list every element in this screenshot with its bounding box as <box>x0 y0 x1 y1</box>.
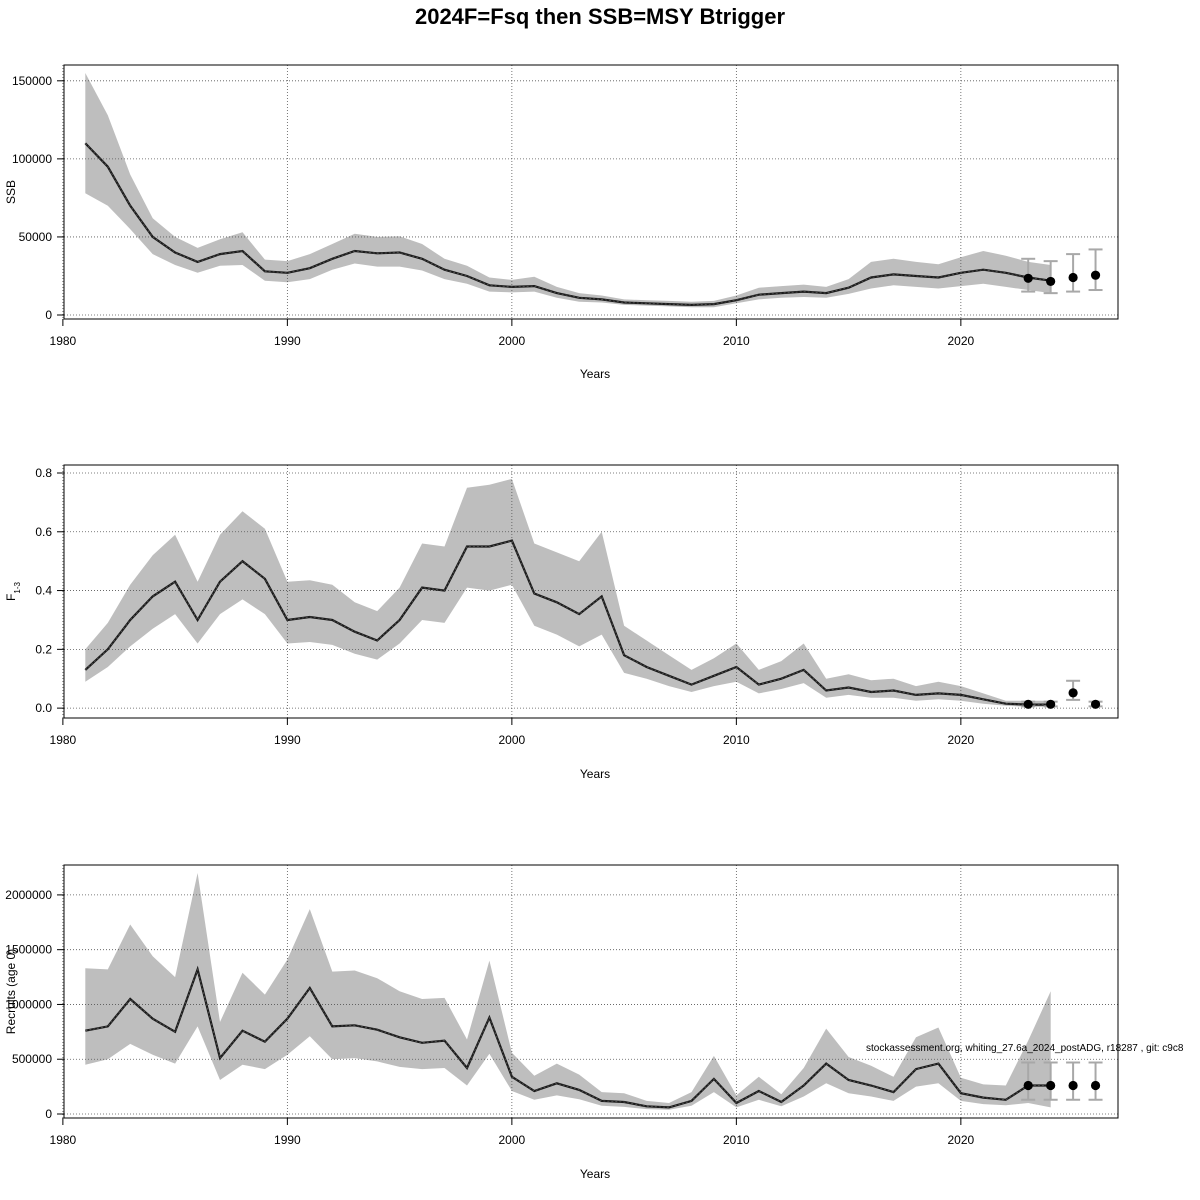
series-line-dash <box>85 143 1051 306</box>
y-tick-label: 0.0 <box>35 701 52 715</box>
x-tick-label: 2010 <box>723 1133 750 1147</box>
panel-1: 1980 1990 2000 2010 2020 0 50000 100000 150000 Ye… <box>4 64 1119 381</box>
forecast-point <box>1023 273 1033 283</box>
forecast-point <box>1046 276 1056 287</box>
y-tick-label: 0.8 <box>35 466 52 480</box>
y-tick-label: 0.2 <box>35 642 52 656</box>
forecast-point <box>1090 1080 1101 1091</box>
y-tick-label: 150000 <box>12 74 52 88</box>
x-tick-label: 2010 <box>723 733 750 747</box>
y-tick-label: 50000 <box>19 230 53 244</box>
forecast-point <box>1090 699 1101 709</box>
footnote: stockassessment.org, whiting_27.6a_2024_… <box>866 1043 1184 1054</box>
y-axis-title-subscript: 1-3 <box>13 581 22 593</box>
confidence-band <box>85 873 1051 1110</box>
series-line-dash <box>85 968 1051 1108</box>
confidence-band <box>85 478 1051 707</box>
x-tick-label: 1990 <box>274 334 301 348</box>
plot-frame <box>63 64 1119 320</box>
x-axis-title: Years <box>580 367 610 381</box>
x-tick-label: 1990 <box>274 1133 301 1147</box>
forecast-point <box>1090 270 1101 280</box>
x-tick-label: 2010 <box>723 334 750 348</box>
panel-3: 1980 1990 2000 2010 2020 0 500000 1000000 150000… <box>4 864 1119 1181</box>
x-tick-label: 1980 <box>50 334 77 348</box>
chart-title: 2024F=Fsq then SSB=MSY Btrigger <box>414 4 786 29</box>
y-axis-title: F1-3 <box>4 581 22 600</box>
forecast-point <box>1068 1080 1078 1091</box>
x-tick-label: 1990 <box>274 733 301 747</box>
x-tick-label: 2000 <box>499 1133 526 1147</box>
y-tick-label: 500000 <box>12 1052 52 1066</box>
x-tick-label: 1980 <box>50 733 77 747</box>
forecast-point <box>1068 272 1078 283</box>
y-tick-label: 0.4 <box>35 584 52 598</box>
x-axis-title: Years <box>580 1167 610 1181</box>
y-tick-label: 0 <box>45 1107 52 1121</box>
x-tick-label: 1980 <box>50 1133 77 1147</box>
y-tick-label: 2000000 <box>5 888 52 902</box>
y-tick-label: 0 <box>45 308 52 322</box>
plot-frame <box>63 864 1119 1119</box>
forecast-point <box>1023 1080 1033 1091</box>
forecast-point <box>1046 1080 1056 1091</box>
series-line <box>84 539 1051 706</box>
x-tick-label: 2020 <box>948 334 975 348</box>
forecast-point <box>1068 688 1078 698</box>
forecast-point <box>1023 699 1033 709</box>
y-tick-label: 1000000 <box>5 997 52 1011</box>
confidence-band <box>85 73 1051 308</box>
y-tick-label: 1500000 <box>5 943 52 957</box>
y-tick-label: 0.6 <box>35 525 52 539</box>
forecast-point <box>1046 699 1056 709</box>
y-axis-title: Recruits (age 0) <box>4 949 18 1034</box>
x-tick-label: 2020 <box>948 733 975 747</box>
x-tick-label: 2000 <box>499 334 526 348</box>
x-tick-label: 2000 <box>499 733 526 747</box>
x-axis-title: Years <box>580 767 610 781</box>
y-axis-title: SSB <box>4 180 18 204</box>
x-tick-label: 2020 <box>948 1133 975 1147</box>
y-tick-label: 100000 <box>12 152 52 166</box>
plot-frame <box>63 464 1119 719</box>
panel-2: 1980 1990 2000 2010 2020 0.0 0.2 0.4 0.6 0.8 Years… <box>4 464 1119 781</box>
